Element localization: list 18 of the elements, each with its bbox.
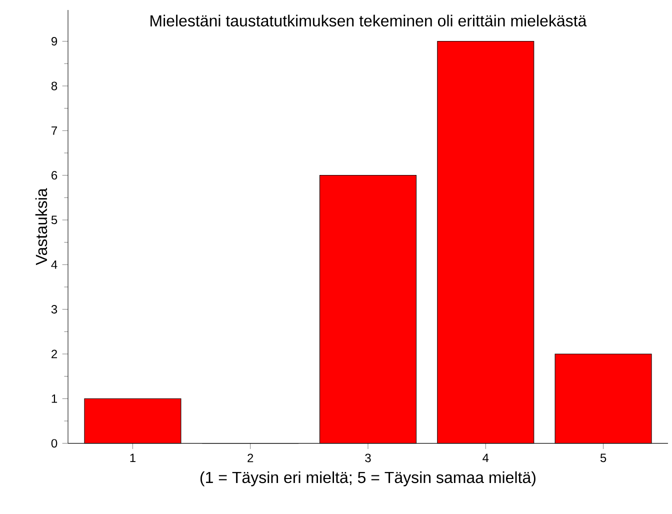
y-tick-label: 8 (51, 82, 58, 90)
y-tick-label: 5 (51, 216, 58, 224)
y-tick-label: 4 (51, 260, 58, 269)
y-tick-label: 0 (51, 439, 58, 448)
x-axis-title: (1 = Täysin eri mieltä; 5 = Täysin samaa mieltä) (200, 471, 536, 486)
y-tick-label: 1 (52, 394, 58, 403)
y-tick-label: 7 (52, 126, 57, 135)
x-tick-label: 5 (600, 454, 606, 462)
x-tick-label: 1 (130, 454, 136, 462)
x-tick-label: 4 (482, 454, 489, 462)
y-tick-label: 6 (52, 171, 58, 180)
y-axis-title: Vastauksia (35, 188, 48, 266)
x-tick-label: 2 (248, 454, 254, 462)
chart-title: Mielestäni taustatutkimuksen tekeminen oli erittäin mielekästä (150, 14, 587, 26)
y-tick-label: 9 (51, 37, 58, 46)
x-tick-label: 3 (365, 454, 371, 462)
y-tick-label: 2 (52, 350, 57, 358)
y-tick-label: 3 (51, 305, 58, 314)
